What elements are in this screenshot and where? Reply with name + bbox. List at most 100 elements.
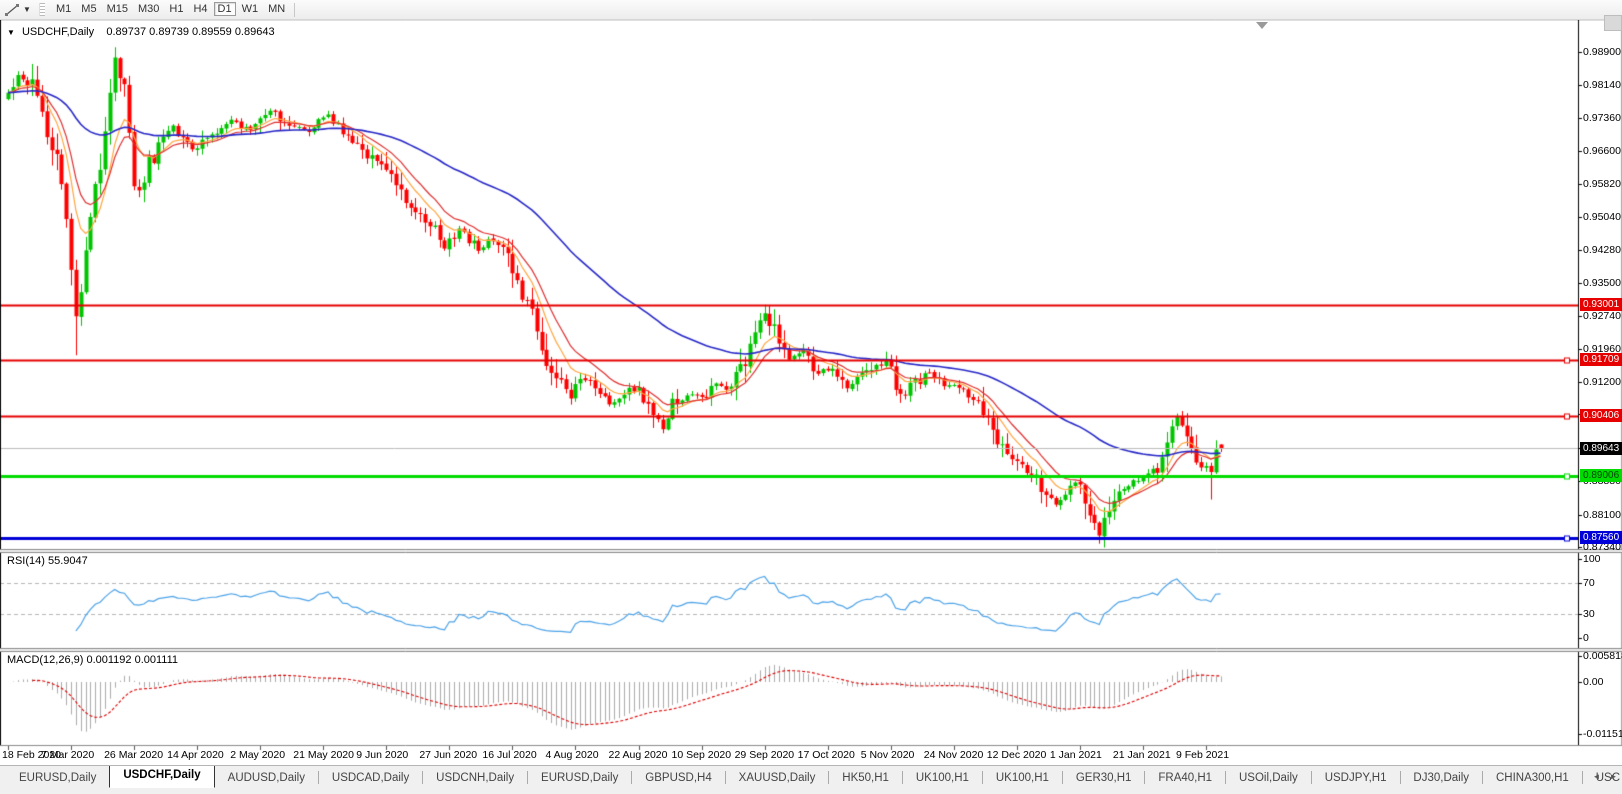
price-tick-label: 0.97360 [1583,111,1621,124]
chart-tab-ger30-h1[interactable]: GER30,H1 [1075,772,1132,784]
rsi-tick-label: 70 [1583,576,1595,589]
timeframe-button-h1[interactable]: H1 [169,3,184,15]
tab-separator [828,770,830,784]
date-label: 22 Aug 2020 [608,749,668,761]
price-tick-label: 0.96600 [1583,144,1621,157]
collapse-indicator-icon[interactable]: ▼ [7,28,15,37]
tab-separator [1310,770,1312,784]
date-label: 21 May 2020 [293,749,354,761]
timeframe-toolbar: ▼ M1 M5 M15 M30 H1 H4 D1 W1 MN [0,0,1622,20]
chart-tab-audusd-daily[interactable]: AUDUSD,Daily [227,772,305,784]
tab-separator [1144,770,1146,784]
line-studies-icon[interactable] [3,2,21,17]
chart-tab-uk100-h1[interactable]: UK100,H1 [915,772,969,784]
date-label: 18 Feb 2020 [2,749,61,761]
macd-tick-label: 0.00 [1583,676,1604,688]
date-label: 26 Mar 2020 [104,749,164,761]
date-label: 5 Nov 2020 [860,749,915,761]
tab-scroll-left-button[interactable]: ◄ [1592,772,1601,781]
timeframe-button-m15[interactable]: M15 [106,3,128,15]
toolbar-grip[interactable] [39,3,45,16]
scrollbar-corner [1604,15,1622,31]
tab-separator [631,770,633,784]
tab-separator [1061,770,1063,784]
tab-separator [527,770,529,784]
chart-tab-usc[interactable]: USC [1595,772,1621,784]
chart-title: ▼ USDCHF,Daily 0.89737 0.89739 0.89559 0… [7,26,275,38]
date-label: 9 Jun 2020 [356,749,409,761]
date-label: 4 Aug 2020 [545,749,599,761]
chart-tab-usdchf-daily[interactable]: USDCHF,Daily [109,766,215,788]
chart-tab-xauusd-daily[interactable]: XAUUSD,Daily [738,772,816,784]
tab-separator [1399,770,1401,784]
timeframe-button-m5[interactable]: M5 [81,3,97,15]
price-tick-label: 0.95820 [1583,177,1621,190]
timeframe-button-m30[interactable]: M30 [137,3,160,15]
chart-tab-usdcnh-daily[interactable]: USDCNH,Daily [436,772,515,784]
tab-separator [422,770,424,784]
tab-separator [981,770,983,784]
timeframe-button-mn[interactable]: MN [268,3,286,15]
date-label: 27 Jun 2020 [419,749,478,761]
macd-indicator-label: MACD(12,26,9) 0.001192 0.001111 [7,654,179,666]
tab-scroll-right-button[interactable]: ► [1609,772,1618,781]
price-line-badge: 0.90406 [1580,409,1622,423]
chart-tab-gbpusd-h4[interactable]: GBPUSD,H4 [645,772,712,784]
chart-tab-usdcad-daily[interactable]: USDCAD,Daily [331,772,410,784]
rsi-tick-label: 0 [1583,632,1589,644]
timeframe-button-m1[interactable]: M1 [56,3,72,15]
price-tick-label: 0.94280 [1583,243,1621,256]
timeframe-buttons: M1 M5 M15 M30 H1 H4 D1 W1 MN [51,1,290,18]
chart-symbol-label: USDCHF,Daily [21,26,95,38]
date-label: 10 Sep 2020 [671,749,732,761]
date-label: 9 Feb 2021 [1175,749,1230,761]
macd-tick-label: 0.005818 [1583,649,1622,662]
date-label: 1 Jan 2021 [1049,749,1102,761]
price-tick-label: 0.92740 [1583,309,1621,322]
chart-tab-uk100-h1[interactable]: UK100,H1 [995,772,1049,784]
macd-tick-label: -0.011514 [1583,727,1622,740]
date-label: 24 Nov 2020 [923,749,984,761]
tab-separator [1581,770,1583,784]
chevron-down-icon[interactable]: ▼ [23,5,31,14]
rsi-tick-label: 30 [1583,608,1595,621]
chart-shift-marker[interactable] [1256,22,1268,29]
date-label: 12 Dec 2020 [986,749,1047,761]
price-tick-label: 0.88100 [1583,508,1621,521]
price-line-badge: 0.89006 [1580,469,1622,483]
price-tick-label: 0.91960 [1583,343,1621,356]
date-label: 29 Sep 2020 [734,749,795,761]
rsi-tick-label: 100 [1583,553,1601,565]
tab-separator [1482,770,1483,784]
price-line-badge: 0.87560 [1580,531,1622,545]
date-label: 14 Apr 2020 [167,749,224,761]
price-tick-label: 0.91200 [1583,375,1621,388]
price-line-badge: 0.91709 [1580,353,1622,367]
timeframe-button-h4[interactable]: H4 [193,3,208,15]
date-label: 2 May 2020 [230,749,286,761]
timeframe-button-w1[interactable]: W1 [241,3,259,15]
chart-tab-usoil-daily[interactable]: USOil,Daily [1238,772,1298,784]
chart-tab-dj30-daily[interactable]: DJ30,Daily [1413,772,1470,784]
date-label: 21 Jan 2021 [1112,749,1171,761]
chart-tab-china300-h1[interactable]: CHINA300,H1 [1495,772,1569,784]
price-tick-label: 0.98140 [1583,78,1621,91]
timeframe-button-d1[interactable]: D1 [213,2,236,16]
chart-tab-hk50-h1[interactable]: HK50,H1 [842,772,889,784]
tab-separator [317,770,319,784]
date-label: 17 Oct 2020 [797,749,855,761]
chart-ohlc-values: 0.89737 0.89739 0.89559 0.89643 [106,26,275,38]
tab-separator [724,770,726,784]
rsi-indicator-label: RSI(14) 55.9047 [7,555,88,567]
price-line-badge: 0.93001 [1580,298,1622,312]
price-tick-label: 0.98900 [1583,46,1621,58]
chart-tab-usdjpy-h1[interactable]: USDJPY,H1 [1324,772,1387,784]
price-tick-label: 0.93500 [1583,277,1621,290]
chart-tab-eurusd-daily[interactable]: EURUSD,Daily [19,772,97,784]
chart-tab-fra40-h1[interactable]: FRA40,H1 [1158,772,1213,784]
chart-tab-bar: EURUSD,Daily USDCHF,Daily AUDUSD,Daily USDC… [0,765,1622,794]
chart-tab-eurusd-daily[interactable]: EURUSD,Daily [541,772,619,784]
tab-separator [901,770,903,784]
